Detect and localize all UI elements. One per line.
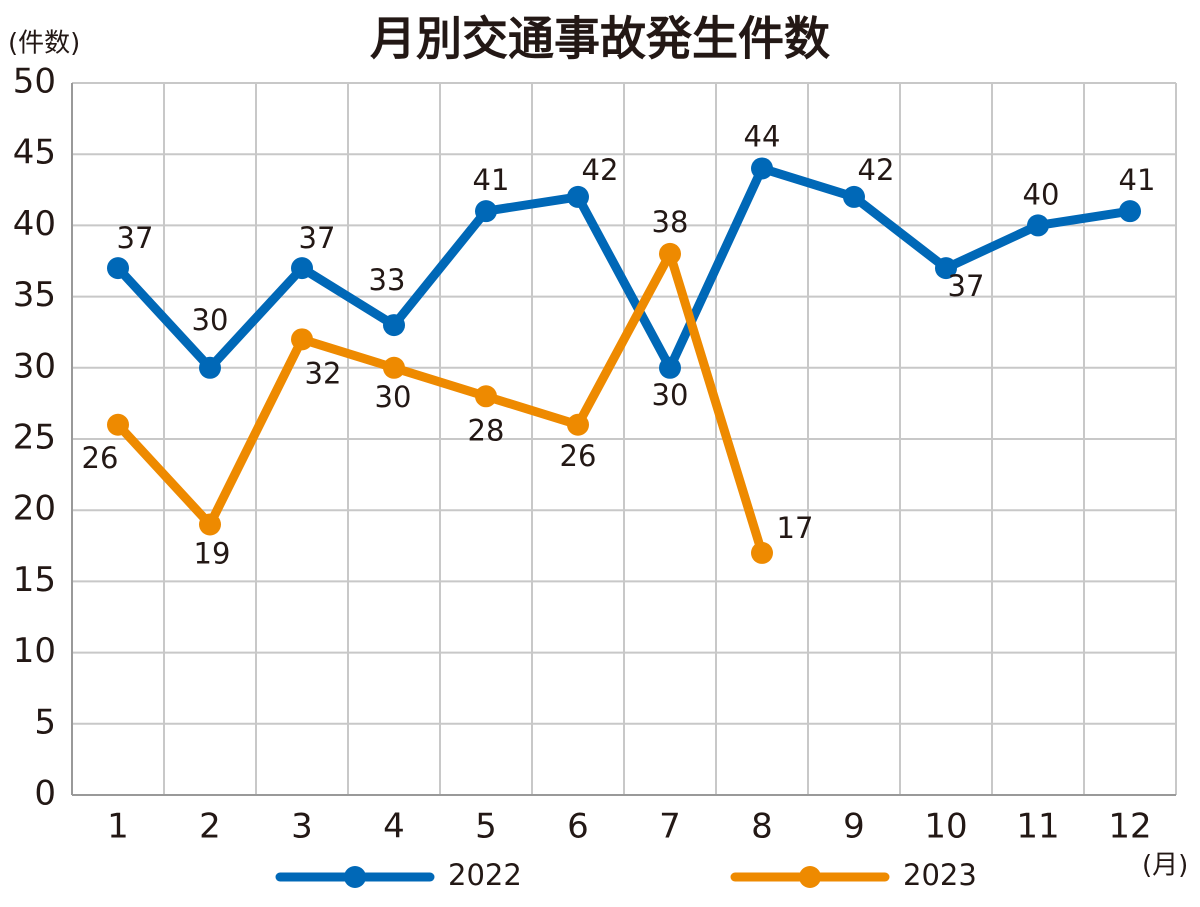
point <box>659 242 681 265</box>
data-label: 44 <box>744 119 781 153</box>
point <box>751 157 773 180</box>
data-label: 26 <box>82 441 119 475</box>
point <box>567 413 589 436</box>
chart-title: 月別交通事故発生件数 <box>370 12 830 66</box>
x-tick-label: 5 <box>475 807 497 847</box>
y-tick-label: 25 <box>13 418 56 458</box>
x-tick-label: 9 <box>843 807 865 847</box>
point <box>383 356 405 379</box>
legend-label: 2023 <box>903 858 977 892</box>
point <box>291 257 313 280</box>
data-label: 41 <box>473 163 510 197</box>
point <box>659 356 681 379</box>
x-tick-label: 7 <box>659 807 681 847</box>
point <box>107 413 129 436</box>
point <box>291 328 313 351</box>
x-tick-label: 6 <box>567 807 589 847</box>
y-axis-label: (件数) <box>8 29 80 59</box>
point <box>935 257 957 280</box>
data-label: 33 <box>369 263 406 297</box>
point <box>475 200 497 223</box>
x-tick-label: 10 <box>924 807 967 847</box>
x-tick-label: 8 <box>751 807 773 847</box>
y-tick-label: 40 <box>13 204 56 244</box>
y-tick-label: 45 <box>13 133 56 173</box>
y-tick-label: 15 <box>13 560 56 600</box>
point <box>567 185 589 208</box>
data-label: 30 <box>375 380 412 414</box>
y-tick-label: 10 <box>13 631 56 671</box>
legend-marker <box>799 866 821 888</box>
y-tick-label: 5 <box>34 702 56 742</box>
x-tick-label: 3 <box>291 807 313 847</box>
point <box>199 513 221 536</box>
point <box>843 185 865 208</box>
y-tick-label: 35 <box>13 275 56 315</box>
y-tick-label: 0 <box>34 774 56 814</box>
legend-label: 2022 <box>448 858 522 892</box>
data-label: 42 <box>582 153 619 187</box>
point <box>107 257 129 280</box>
x-tick-label: 11 <box>1016 807 1059 847</box>
point <box>475 385 497 408</box>
data-label: 30 <box>652 378 689 412</box>
data-label: 42 <box>858 153 895 187</box>
point <box>751 541 773 564</box>
data-label: 41 <box>1119 163 1156 197</box>
point <box>1027 214 1049 237</box>
data-label: 38 <box>652 205 689 239</box>
x-tick-label: 12 <box>1108 807 1151 847</box>
legend-marker <box>344 866 366 888</box>
series-line <box>114 163 1131 373</box>
x-tick-label: 2 <box>199 807 221 847</box>
data-label: 32 <box>305 356 342 390</box>
data-label: 37 <box>948 269 985 303</box>
x-tick-label: 4 <box>383 807 405 847</box>
data-label: 19 <box>194 536 231 570</box>
data-label: 26 <box>560 439 597 473</box>
point <box>199 356 221 379</box>
point <box>383 314 405 337</box>
series-line <box>114 249 767 555</box>
x-tick-label: 1 <box>107 807 129 847</box>
y-tick-label: 30 <box>13 346 56 386</box>
data-label: 28 <box>468 413 505 447</box>
data-label: 37 <box>299 221 336 255</box>
data-label: 17 <box>777 511 814 545</box>
y-tick-label: 50 <box>13 62 56 102</box>
y-tick-label: 20 <box>13 489 56 529</box>
x-axis-label: (月) <box>1142 851 1188 881</box>
data-label: 40 <box>1023 177 1060 211</box>
point <box>1119 200 1141 223</box>
data-label: 37 <box>117 221 154 255</box>
data-label: 30 <box>192 303 229 337</box>
